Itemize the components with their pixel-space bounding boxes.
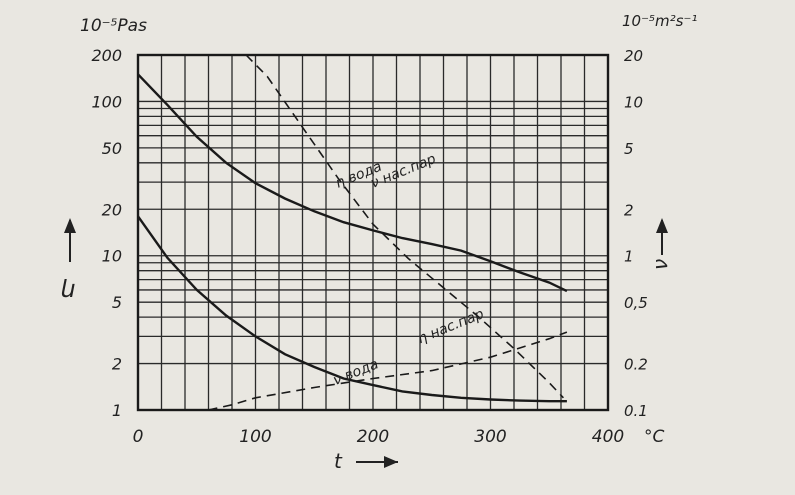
right-tick-label: 0,5: [624, 294, 648, 312]
series-line: [137, 73, 568, 293]
left-tick-label: 50: [102, 139, 122, 158]
left-axis-symbol: η: [61, 278, 76, 306]
right-tick-label: 2: [624, 201, 634, 219]
x-tick-label: 0: [133, 427, 144, 447]
series-layer: [137, 54, 568, 411]
x-tick-label: 200: [357, 427, 389, 447]
curve-label: η нас.пар: [416, 306, 487, 347]
left-axis-arrow: [64, 218, 76, 262]
x-axis-label: t: [334, 449, 343, 473]
left-tick-label: 1: [112, 401, 122, 420]
left-tick-label: 100: [91, 92, 122, 111]
right-tick-label: 1: [624, 248, 634, 266]
right-axis-symbol: ν: [648, 259, 672, 270]
plot-frame: [136, 53, 610, 412]
series-line: [208, 331, 568, 411]
right-tick-label: 0.2: [624, 356, 648, 374]
left-tick-label: 5: [112, 293, 122, 312]
right-axis-unit: 10⁻⁵m²s⁻¹: [622, 12, 697, 30]
left-tick-label: 20: [102, 200, 122, 219]
x-tick-label: 400: [592, 427, 624, 447]
x-tick-label: 300: [474, 427, 506, 447]
right-axis-arrow: [656, 218, 668, 255]
right-tick-label: 20: [624, 47, 643, 65]
plot-border: [136, 53, 610, 412]
series-line: [245, 54, 564, 399]
x-axis-arrow: [356, 456, 398, 468]
left-tick-label: 200: [91, 46, 122, 65]
left-axis-unit: 10⁻⁵Pas: [80, 16, 147, 36]
left-tick-label: 10: [102, 247, 122, 266]
right-tick-label: 5: [624, 140, 634, 158]
right-tick-label: 10: [624, 93, 643, 111]
left-tick-label: 2: [112, 355, 122, 374]
series-line: [137, 215, 567, 403]
x-axis-unit: °C: [644, 427, 665, 447]
x-tick-label: 100: [239, 427, 271, 447]
right-tick-label: 0.1: [624, 402, 648, 420]
